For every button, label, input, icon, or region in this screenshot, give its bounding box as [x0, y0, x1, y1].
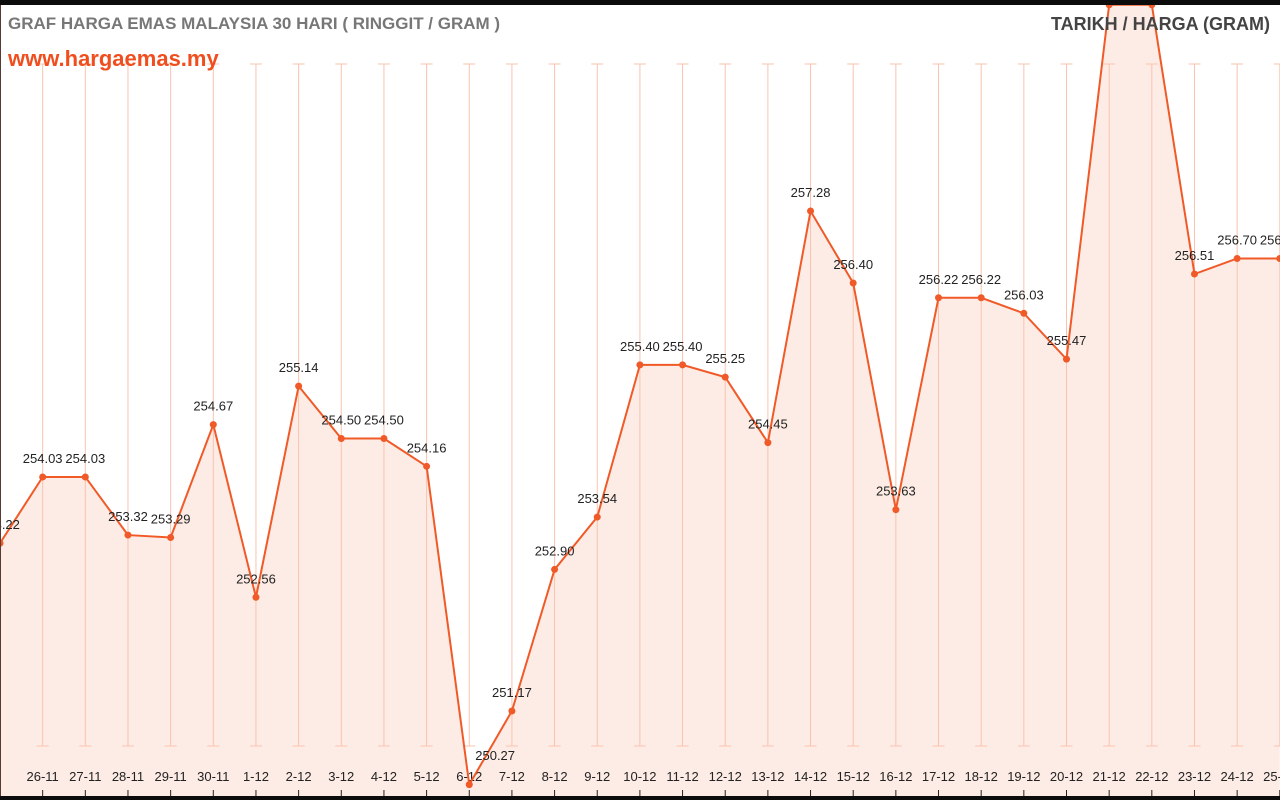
x-tick-label: 8-12: [542, 769, 568, 784]
data-point: [1276, 254, 1280, 262]
data-point: [380, 435, 388, 443]
data-point: [807, 207, 815, 215]
data-label: 254.45: [748, 417, 788, 432]
data-point: [465, 781, 473, 789]
data-point: [39, 473, 47, 481]
x-tick-label: 20-12: [1050, 769, 1083, 784]
data-point: [1063, 355, 1070, 363]
data-point: [252, 593, 260, 601]
x-tick-label: 26-11: [27, 769, 59, 784]
data-label: 256.22: [919, 272, 959, 287]
chart-title: GRAF HARGA EMAS MALAYSIA 30 HARI ( RINGG…: [8, 14, 501, 33]
data-point: [337, 435, 345, 443]
x-tick-label: 24-12: [1221, 769, 1254, 784]
x-tick-label: 10-12: [623, 769, 656, 784]
data-label: 256.03: [1004, 287, 1044, 302]
x-tick-label: 5-12: [414, 769, 440, 784]
x-tick-label: 15-12: [837, 769, 870, 784]
data-point: [679, 361, 687, 369]
top-bar: [0, 0, 1280, 5]
data-point: [892, 506, 900, 514]
data-point: [764, 439, 772, 447]
x-tick-label: 7-12: [499, 769, 525, 784]
data-label: 253.32: [108, 509, 148, 524]
x-tick-label: 23-12: [1178, 769, 1211, 784]
legend-title: TARIKH / HARGA (GRAM): [1051, 14, 1270, 34]
x-tick-label: 25-12: [1263, 769, 1280, 784]
x-tick-label: 3-12: [328, 769, 354, 784]
data-point: [167, 534, 175, 542]
data-label: 255.40: [663, 339, 703, 354]
data-label: 253.29: [151, 512, 191, 527]
data-point: [551, 565, 559, 573]
data-label: 250.27: [475, 748, 515, 763]
x-tick-label: 29-11: [154, 769, 186, 784]
data-label: 253.63: [876, 484, 916, 499]
data-label: 257.28: [791, 185, 831, 200]
x-tick-label: 13-12: [751, 769, 784, 784]
x-tick-label: 2-12: [286, 769, 312, 784]
data-label: 255.25: [705, 351, 745, 366]
data-label: 252.90: [535, 543, 575, 558]
data-point: [1020, 309, 1028, 317]
data-label: 256.22: [961, 272, 1001, 287]
data-point: [1233, 254, 1241, 262]
data-point: [508, 707, 516, 715]
data-point: [849, 279, 857, 287]
data-label: 256.70: [1217, 232, 1257, 247]
data-point: [209, 421, 217, 429]
data-label: 254.50: [321, 413, 361, 428]
data-point: [721, 373, 729, 381]
data-label: 253.22: [0, 517, 20, 532]
x-tick-label: 21-12: [1093, 769, 1126, 784]
data-label: 253.54: [577, 491, 617, 506]
x-tick-label: 28-11: [112, 769, 144, 784]
data-point: [593, 513, 601, 521]
data-label: 254.03: [65, 451, 105, 466]
data-label: 254.03: [23, 451, 63, 466]
x-tick-label: 19-12: [1007, 769, 1040, 784]
data-label: 254.50: [364, 413, 404, 428]
bottom-bar: [0, 796, 1280, 800]
data-point: [295, 382, 303, 390]
site-link[interactable]: www.hargaemas.my: [8, 46, 219, 71]
data-label: 255.40: [620, 339, 660, 354]
data-label: 255.14: [279, 360, 319, 375]
data-point: [636, 361, 644, 369]
x-tick-label: 14-12: [794, 769, 827, 784]
x-tick-label: 4-12: [371, 769, 397, 784]
data-label: 254.16: [407, 440, 447, 455]
data-label: 256.51: [1175, 248, 1215, 263]
x-tick-label: 1-12: [243, 769, 269, 784]
x-tick-label: 27-11: [69, 769, 101, 784]
data-label: 252.56: [236, 571, 276, 586]
data-point: [977, 294, 985, 302]
x-tick-label: 18-12: [965, 769, 998, 784]
x-tick-label: 9-12: [584, 769, 610, 784]
data-label: 255.47: [1047, 333, 1087, 348]
x-tick-label: 12-12: [709, 769, 742, 784]
data-label: 251.17: [492, 685, 532, 700]
x-tick-label: 30-11: [197, 769, 229, 784]
x-tick-label: 16-12: [879, 769, 912, 784]
data-point: [124, 531, 132, 539]
data-point: [1190, 270, 1198, 278]
x-tick-label: 11-12: [666, 769, 698, 784]
data-label: 256.70: [1260, 232, 1280, 247]
left-edge: [0, 5, 1, 796]
data-point: [423, 462, 431, 470]
data-point: [935, 294, 943, 302]
data-label: 254.67: [193, 399, 233, 414]
x-tick-label: 17-12: [922, 769, 955, 784]
data-label: 256.40: [833, 257, 873, 272]
x-tick-label: 22-12: [1135, 769, 1168, 784]
data-point: [81, 473, 89, 481]
